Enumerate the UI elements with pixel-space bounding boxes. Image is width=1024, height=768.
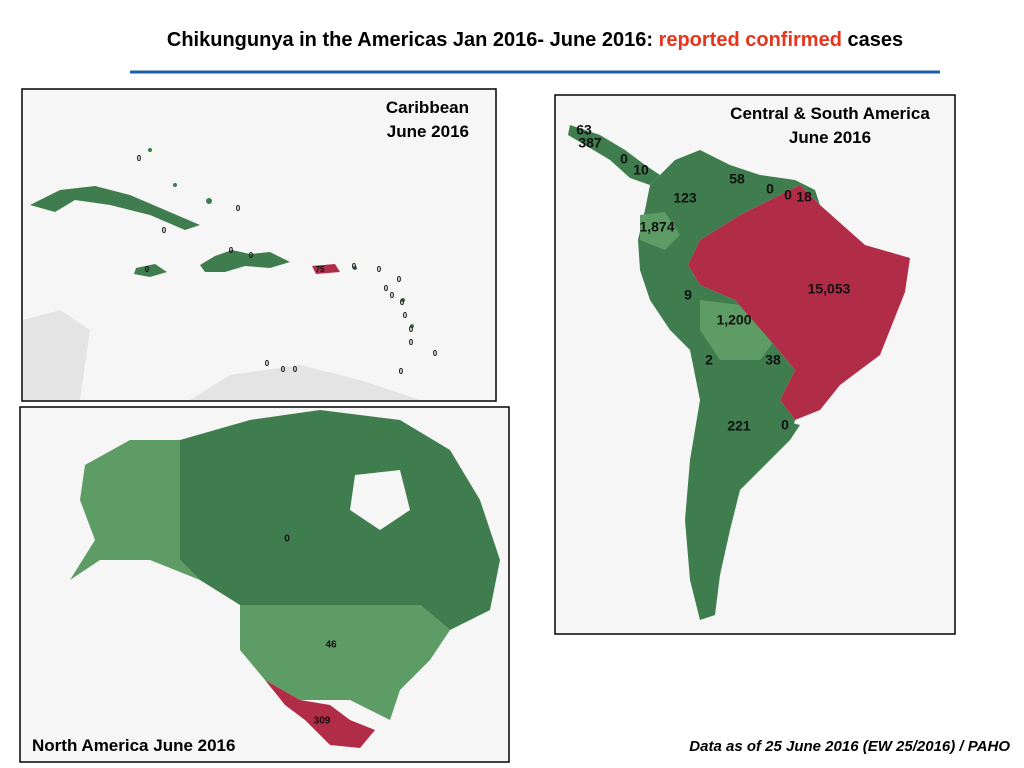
case-count: 63 bbox=[576, 122, 592, 138]
south-america-map bbox=[556, 96, 954, 633]
case-count: 0 bbox=[390, 291, 395, 300]
panel-title: June 2016 bbox=[789, 128, 871, 147]
case-count: 309 bbox=[314, 716, 331, 727]
case-count: 9 bbox=[684, 287, 692, 303]
case-count: 0 bbox=[399, 367, 404, 376]
case-count: 0 bbox=[403, 311, 408, 320]
case-count: 0 bbox=[236, 204, 241, 213]
case-count: 0 bbox=[281, 365, 286, 374]
title-text: Chikungunya in the Americas Jan 2016- Ju… bbox=[167, 29, 659, 51]
case-count: 0 bbox=[620, 151, 628, 167]
case-count: 0 bbox=[784, 187, 792, 203]
case-count: 38 bbox=[765, 352, 781, 368]
case-count: 0 bbox=[409, 325, 414, 334]
case-count: 1,200 bbox=[716, 312, 751, 328]
north-america-map bbox=[21, 408, 508, 761]
case-count: 0 bbox=[265, 359, 270, 368]
case-count: 0 bbox=[409, 338, 414, 347]
case-count: 0 bbox=[377, 265, 382, 274]
north-america-frame bbox=[19, 406, 510, 763]
case-count: 0 bbox=[384, 284, 389, 293]
case-count: 0 bbox=[162, 226, 167, 235]
case-count: 0 bbox=[352, 262, 357, 271]
case-count: 0 bbox=[249, 251, 254, 260]
slide-title: Chikungunya in the Americas Jan 2016- Ju… bbox=[167, 29, 903, 51]
case-count: 2 bbox=[705, 352, 713, 368]
case-count: 75 bbox=[316, 265, 325, 274]
panel-title: June 2016 bbox=[387, 122, 469, 141]
panel-title: Central & South America bbox=[730, 104, 930, 123]
source-note: Data as of 25 June 2016 (EW 25/2016) / P… bbox=[689, 738, 1010, 755]
caribbean-frame bbox=[21, 88, 497, 402]
case-count: 0 bbox=[433, 349, 438, 358]
case-count: 46 bbox=[325, 640, 337, 651]
case-count: 1,874 bbox=[639, 219, 674, 235]
south-america-frame bbox=[554, 94, 956, 635]
case-count: 0 bbox=[766, 181, 774, 197]
case-count: 18 bbox=[796, 189, 812, 205]
case-count: 10 bbox=[633, 162, 649, 178]
case-count: 387 bbox=[578, 135, 602, 151]
case-count: 0 bbox=[400, 298, 405, 307]
case-count: 0 bbox=[397, 275, 402, 284]
case-count: 0 bbox=[145, 265, 150, 274]
caribbean-map bbox=[23, 90, 495, 400]
title-highlight: reported confirmed bbox=[659, 29, 842, 51]
title-text: cases bbox=[842, 29, 903, 51]
case-count: 58 bbox=[729, 171, 745, 187]
case-count: 221 bbox=[727, 418, 751, 434]
case-count: 123 bbox=[673, 190, 697, 206]
panel-title: North America June 2016 bbox=[32, 736, 235, 755]
case-count: 0 bbox=[781, 417, 789, 433]
case-count: 15,053 bbox=[808, 281, 851, 297]
case-count: 0 bbox=[284, 534, 290, 545]
panel-title: Caribbean bbox=[386, 98, 469, 117]
case-count: 0 bbox=[293, 365, 298, 374]
case-count: 0 bbox=[229, 246, 234, 255]
case-count: 0 bbox=[137, 154, 142, 163]
